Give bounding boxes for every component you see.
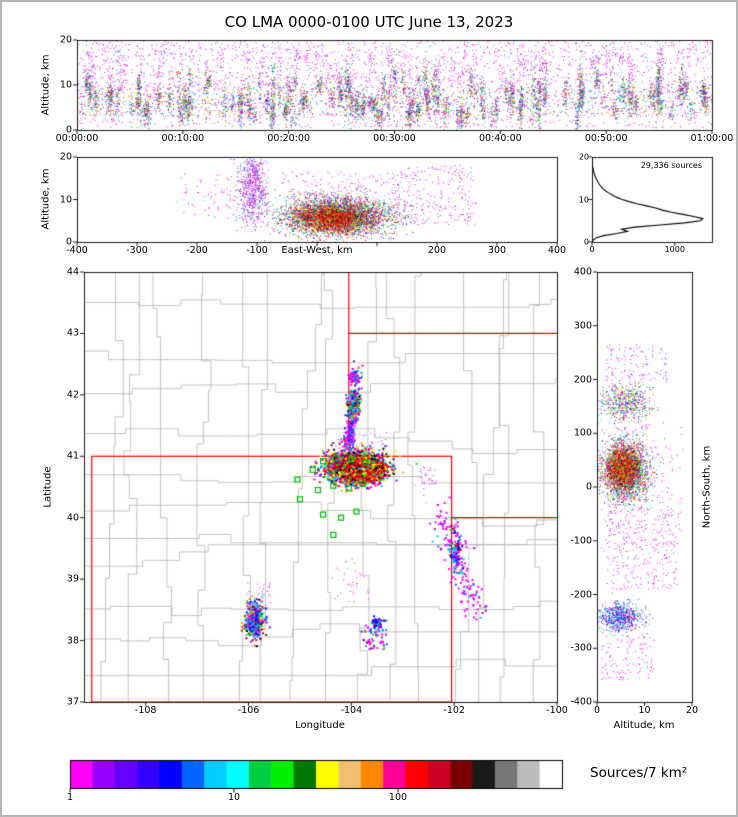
longitude-tick-label: -104 — [340, 705, 363, 716]
time-tick-label: 00:40:00 — [478, 133, 522, 144]
ns-tick-label: 300 — [573, 320, 592, 332]
ew-tick-label: 300 — [487, 245, 507, 256]
ns-tick-label: -100 — [570, 535, 592, 547]
time-tick-label: 01:00:00 — [690, 133, 734, 144]
colorbar-tick-10: 10 — [227, 792, 241, 803]
time-tick-label: 00:10:00 — [161, 133, 205, 144]
time-tick-label: 00:20:00 — [267, 133, 310, 144]
longitude-tick-label: -100 — [546, 705, 568, 716]
longitude-tick-label: -102 — [443, 705, 465, 716]
ns-tick-label: 0 — [585, 481, 592, 493]
ew-tick-label: -300 — [126, 245, 148, 256]
time-tick-label: 00:30:00 — [373, 133, 416, 144]
ew-tick-label: 200 — [427, 245, 447, 256]
ns-tick-label: 200 — [573, 374, 592, 385]
time-tick-label: 00:50:00 — [584, 133, 628, 144]
ew-tick-label: -100 — [246, 245, 268, 256]
ns-tick-label: -200 — [570, 589, 592, 600]
ns-height-ylabel: North-South, km — [701, 445, 713, 529]
altitude-tick-label: 20 — [59, 34, 72, 46]
altitude-tick-label: 0 — [65, 124, 72, 136]
colorbar-label: Sources/7 km² — [590, 765, 688, 781]
colorbar-tick-100: 100 — [388, 792, 408, 803]
ew-height-ylabel: Altitude, km — [40, 168, 52, 230]
colorbar-tick-1: 1 — [66, 792, 74, 803]
map-xlabel: Longitude — [295, 720, 345, 731]
time-height-ylabel: Altitude, km — [40, 54, 52, 116]
altitude-tick-label: 20 — [685, 705, 699, 716]
ns-height-xlabel: Altitude, km — [613, 720, 675, 731]
histogram-alt-tick-label: 10 — [578, 195, 589, 204]
latitude-tick-label: 40 — [66, 512, 79, 524]
histogram-alt-tick-label: 0 — [583, 237, 589, 247]
source-count-annotation: 29,336 sources — [640, 161, 702, 170]
latitude-tick-label: 44 — [66, 266, 79, 278]
ns-tick-label: 400 — [573, 266, 592, 278]
ns-tick-label: 100 — [573, 427, 592, 439]
altitude-tick-label: 10 — [59, 79, 72, 91]
altitude-tick-label: 0 — [65, 236, 72, 248]
time-tick-label: 00:00:00 — [55, 133, 99, 144]
ns-tick-label: -300 — [570, 642, 592, 654]
ns-tick-label: -400 — [570, 696, 592, 708]
altitude-tick-label: 10 — [638, 705, 651, 716]
histogram-count-tick-label: 0 — [589, 245, 595, 254]
histogram-count-tick-label: 1000 — [664, 245, 685, 254]
plot-title: CO LMA 0000-0100 UTC June 13, 2023 — [224, 13, 514, 31]
altitude-tick-label: 20 — [59, 151, 72, 163]
latitude-tick-label: 43 — [66, 327, 79, 339]
latitude-tick-label: 38 — [66, 635, 79, 647]
latitude-tick-label: 37 — [66, 696, 79, 708]
histogram-alt-tick-label: 20 — [578, 152, 589, 162]
ew-tick-label: 400 — [547, 245, 567, 256]
ew-height-xlabel: East-West, km — [281, 245, 353, 256]
latitude-tick-label: 41 — [66, 450, 79, 462]
longitude-tick-label: -108 — [134, 705, 157, 716]
ew-tick-label: -200 — [186, 245, 208, 256]
altitude-tick-label: 0 — [593, 705, 601, 716]
map-ylabel: Latitude — [42, 466, 54, 508]
altitude-tick-label: 10 — [59, 194, 72, 205]
latitude-tick-label: 39 — [66, 573, 79, 585]
ew-tick-label: -400 — [66, 245, 88, 256]
longitude-tick-label: -106 — [237, 705, 260, 716]
latitude-tick-label: 42 — [66, 389, 79, 401]
